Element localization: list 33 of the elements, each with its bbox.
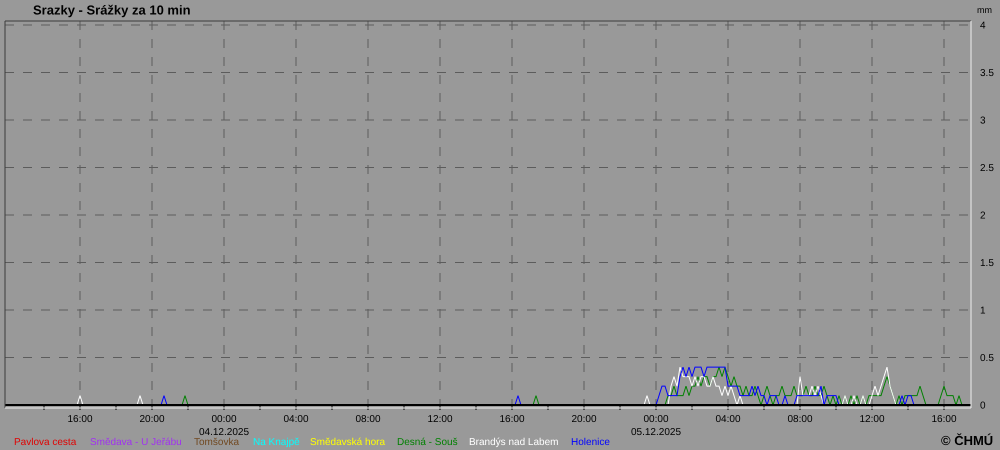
- legend-label: Holenice: [571, 437, 610, 448]
- y-tick-label: 3: [980, 115, 986, 126]
- legend-label: Smědava - U Jeřábu: [90, 437, 182, 448]
- x-tick-label: 08:00: [355, 414, 381, 426]
- x-tick-label: 20:00: [139, 414, 165, 426]
- x-tick-label: 00:00 04.12.2025: [198, 414, 250, 438]
- y-tick-label: 0.5: [980, 353, 994, 364]
- legend-label: Desná - Souš: [397, 437, 458, 448]
- legend-label: Smědavská hora: [310, 437, 386, 448]
- x-tick-label: 16:00: [499, 414, 525, 426]
- y-tick-label: 2: [980, 210, 986, 222]
- y-tick-label: 0: [980, 400, 986, 412]
- x-tick-label: 08:00: [787, 414, 813, 426]
- legend-label: Tomšovka: [194, 437, 240, 448]
- x-tick-label: 20:00: [571, 414, 597, 426]
- y-tick-label: 2.5: [980, 162, 994, 174]
- x-tick-label: 00:00 05.12.2025: [630, 414, 682, 438]
- y-tick-label: 3.5: [980, 68, 994, 79]
- y-tick-label: 1.5: [980, 258, 994, 270]
- y-tick-label: 4: [980, 20, 986, 32]
- legend-label: Pavlova cesta: [14, 437, 76, 448]
- x-tick-label: 16:00: [931, 414, 957, 426]
- x-tick-label: 12:00: [427, 414, 453, 426]
- legend-label: Na Knajpě: [253, 437, 300, 448]
- chart-title: Srazky - Srážky za 10 min: [33, 2, 191, 18]
- y-tick-label: 1: [980, 306, 986, 317]
- text: © ČHMÚ: [941, 433, 994, 448]
- x-tick-label: 16:00: [67, 414, 93, 426]
- y-axis-title: mm: [977, 5, 992, 15]
- x-tick-label: 04:00: [715, 414, 741, 426]
- x-tick-label: 12:00: [859, 414, 885, 426]
- legend-label: Brandýs nad Labem: [469, 437, 559, 448]
- x-tick-label: 04:00: [283, 414, 309, 426]
